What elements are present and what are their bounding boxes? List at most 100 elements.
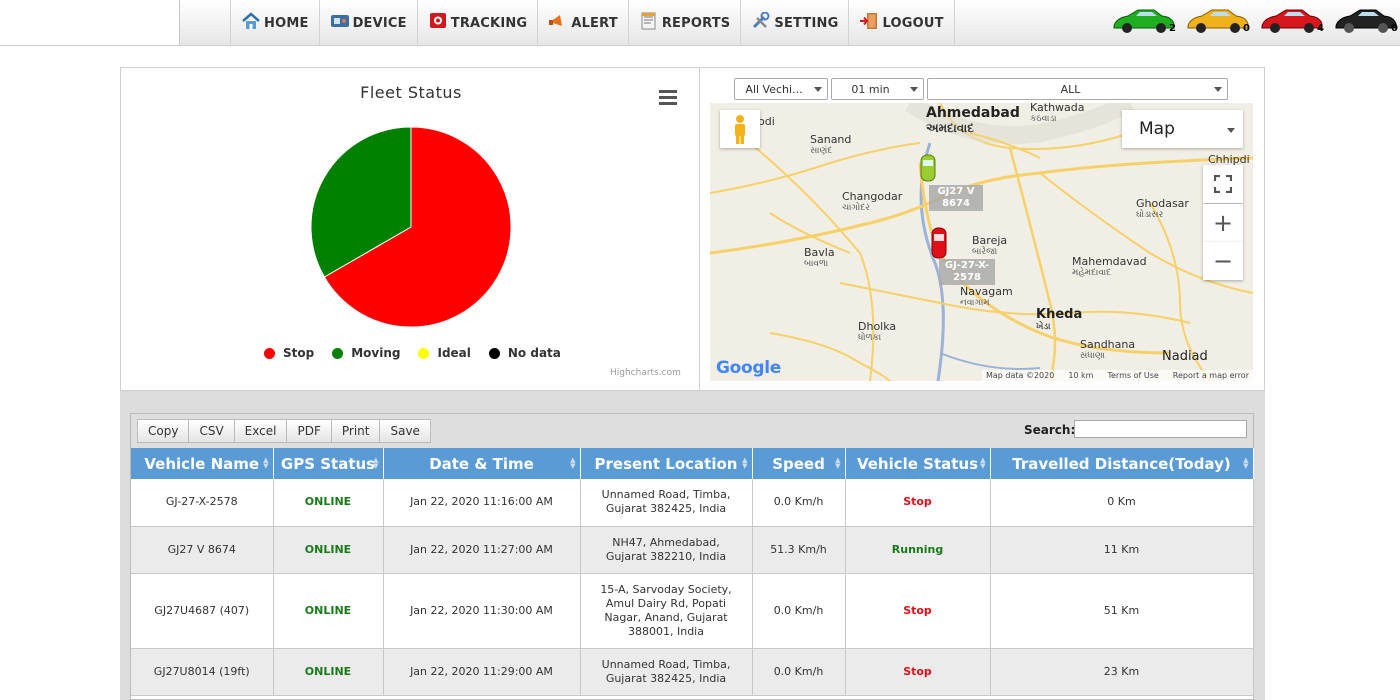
chevron-down-icon	[910, 87, 918, 92]
table-row[interactable]: GJ27U4687 (407) ONLINE Jan 22, 2020 11:3…	[131, 573, 1254, 649]
pie-slice-moving[interactable]	[310, 126, 412, 278]
place-local-name: સંધાણા	[1080, 351, 1105, 361]
map-type-select[interactable]: Map	[1122, 110, 1243, 148]
legend-swatch	[264, 347, 275, 359]
cell-location: Unnamed Road, Timba, Gujarat 382425, Ind…	[580, 479, 753, 527]
street-view-pegman[interactable]	[720, 110, 760, 148]
nav-device[interactable]: DEVICE	[318, 0, 417, 46]
map-place: Chhipdi	[1208, 153, 1250, 166]
legend-label: Ideal	[437, 346, 471, 360]
legend-label: Stop	[283, 346, 315, 360]
fullscreen-button[interactable]	[1203, 165, 1243, 203]
pie-slice-stop[interactable]	[323, 126, 512, 328]
vehicle-status-summary: 2 0 4 0	[1110, 4, 1400, 36]
cell-speed: 0.0 Km/h	[752, 648, 846, 696]
top-nav-bar: HOME DEVICE TRACKING ALERT REPORTS SETTI…	[0, 0, 1400, 46]
vehicle-marker-green[interactable]	[918, 153, 938, 183]
legend-item-stop[interactable]: Stop	[264, 346, 314, 360]
table-header-row: Vehicle Name ▲ ▼ GPS Status ▲ ▼ Date & Time ▲…	[131, 448, 1254, 479]
print-button[interactable]: Print	[331, 420, 381, 442]
interval-select[interactable]: 01 min	[831, 78, 924, 100]
place-local-name: બારેજા	[972, 247, 998, 257]
stopped-car-counter[interactable]: 4	[1258, 4, 1326, 36]
logout-icon	[860, 13, 878, 29]
map-attribution: Map data ©2020	[985, 371, 1055, 380]
vehicle-label: GJ-27-X-2578	[939, 259, 995, 285]
zoom-in-button[interactable]: +	[1203, 204, 1243, 242]
nav-reports[interactable]: REPORTS	[627, 0, 741, 46]
table-row[interactable]: GJ-27-X-2578 ONLINE Jan 22, 2020 11:16:0…	[131, 479, 1254, 527]
terms-link[interactable]: Terms of Use	[1107, 371, 1159, 380]
column-header-present-location[interactable]: Present Location ▲ ▼	[580, 448, 753, 479]
column-header-travelled-distance[interactable]: Travelled Distance(Today) ▲ ▼	[990, 448, 1254, 479]
moving-count: 2	[1169, 23, 1176, 34]
cell-vehicle-status: Running	[845, 526, 991, 574]
idle-car-counter[interactable]: 0	[1184, 4, 1252, 36]
legend-swatch	[418, 347, 430, 359]
place-local-name: કઠવાડા	[1030, 114, 1057, 124]
column-header-gps-status[interactable]: GPS Status ▲ ▼	[273, 448, 384, 479]
zoom-out-button[interactable]: −	[1203, 242, 1243, 280]
vehicle-select[interactable]: All Vechi...	[734, 78, 828, 100]
search-input[interactable]	[1074, 420, 1247, 438]
google-map[interactable]: Ahmedabad અમદાવાદ Kathwada કઠવાડા Sanand સા…	[710, 103, 1253, 381]
vehicle-marker-red[interactable]	[929, 226, 949, 260]
csv-button[interactable]: CSV	[189, 420, 235, 442]
column-header-speed[interactable]: Speed ▲ ▼	[752, 448, 846, 479]
nav-home[interactable]: HOME	[230, 0, 319, 46]
nav-logout[interactable]: LOGOUT	[848, 0, 955, 46]
chart-menu-icon[interactable]	[659, 90, 677, 108]
map-place: Mahemdavad મહેમદાવાદ	[1072, 255, 1147, 278]
column-header-date-time[interactable]: Date & Time ▲ ▼	[383, 448, 581, 479]
header-label: Date & Time	[429, 454, 534, 473]
legend-item-nodata[interactable]: No data	[488, 346, 561, 360]
nodata-car-counter[interactable]: 0	[1332, 4, 1400, 36]
plus-icon: +	[1212, 209, 1234, 237]
chart-credits-link[interactable]: Highcharts.com	[610, 368, 681, 378]
legend-label: Moving	[351, 346, 401, 360]
copy-button[interactable]: Copy	[138, 420, 190, 442]
place-name: Bavla	[804, 246, 835, 259]
save-button[interactable]: Save	[380, 420, 430, 442]
nodata-count: 0	[1391, 23, 1398, 34]
map-place: Sandhana સંધાણા	[1080, 338, 1135, 361]
header-label: Vehicle Status	[856, 454, 979, 473]
table-row[interactable]: GJ27U8014 (19ft) ONLINE Jan 22, 2020 11:…	[131, 648, 1254, 696]
legend-swatch	[332, 347, 344, 359]
map-panel: All Vechi... 01 min ALL Ahmedabad અમદાવાદ…	[699, 67, 1265, 391]
nav-alert[interactable]: ALERT	[537, 0, 628, 46]
place-name: Dholka	[858, 320, 897, 333]
map-place: odi	[758, 115, 775, 128]
moving-car-counter[interactable]: 2	[1110, 4, 1178, 36]
green-car-icon	[1113, 9, 1175, 33]
nav-logout-label: LOGOUT	[882, 15, 944, 31]
place-name: Ahmedabad	[926, 105, 1020, 121]
legend-item-moving[interactable]: Moving	[332, 346, 400, 360]
red-car-icon	[1261, 9, 1323, 33]
chart-title: Fleet Status	[360, 83, 462, 102]
map-place: Dholka ધોળકા	[858, 320, 896, 343]
nav-setting[interactable]: SETTING	[740, 0, 848, 46]
header-label: Vehicle Name	[144, 454, 260, 473]
column-header-vehicle-name[interactable]: Vehicle Name ▲ ▼	[131, 448, 274, 479]
report-error-link[interactable]: Report a map error	[1172, 371, 1249, 380]
cell-vehicle-name: GJ27U8014 (19ft)	[131, 648, 274, 696]
column-header-vehicle-status[interactable]: Vehicle Status ▲ ▼	[845, 448, 991, 479]
sort-icon: ▲ ▼	[570, 456, 576, 470]
table-toolbar: Copy CSV Excel PDF Print Save Search:	[131, 414, 1253, 448]
filter-select[interactable]: ALL	[927, 78, 1228, 100]
place-local-name: અમદાવાદ	[926, 121, 974, 135]
sort-icon: ▲ ▼	[373, 456, 379, 470]
header-label: Speed	[772, 454, 825, 473]
place-local-name: ધોળકા	[858, 333, 882, 343]
reports-icon	[641, 12, 656, 30]
excel-button[interactable]: Excel	[234, 420, 288, 442]
cell-gps-status: ONLINE	[273, 573, 384, 649]
map-type-label: Map	[1139, 119, 1175, 139]
nav-tracking[interactable]: TRACKING	[416, 0, 538, 46]
cell-gps-status: ONLINE	[273, 526, 384, 574]
vehicle-select-value: All Vechi...	[745, 82, 803, 96]
pdf-button[interactable]: PDF	[287, 420, 332, 442]
legend-item-ideal[interactable]: Ideal	[418, 346, 471, 360]
table-row[interactable]: GJ27 V 8674 ONLINE Jan 22, 2020 11:27:00…	[131, 526, 1254, 574]
